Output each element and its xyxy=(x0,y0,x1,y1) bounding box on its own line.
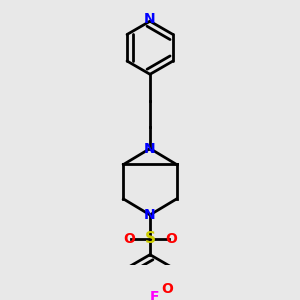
Text: N: N xyxy=(144,208,156,222)
Text: O: O xyxy=(123,232,135,246)
Text: F: F xyxy=(150,290,159,300)
Text: O: O xyxy=(165,232,177,246)
Text: S: S xyxy=(145,231,155,246)
Text: N: N xyxy=(144,12,156,26)
Text: O: O xyxy=(162,282,174,296)
Text: N: N xyxy=(144,142,156,156)
